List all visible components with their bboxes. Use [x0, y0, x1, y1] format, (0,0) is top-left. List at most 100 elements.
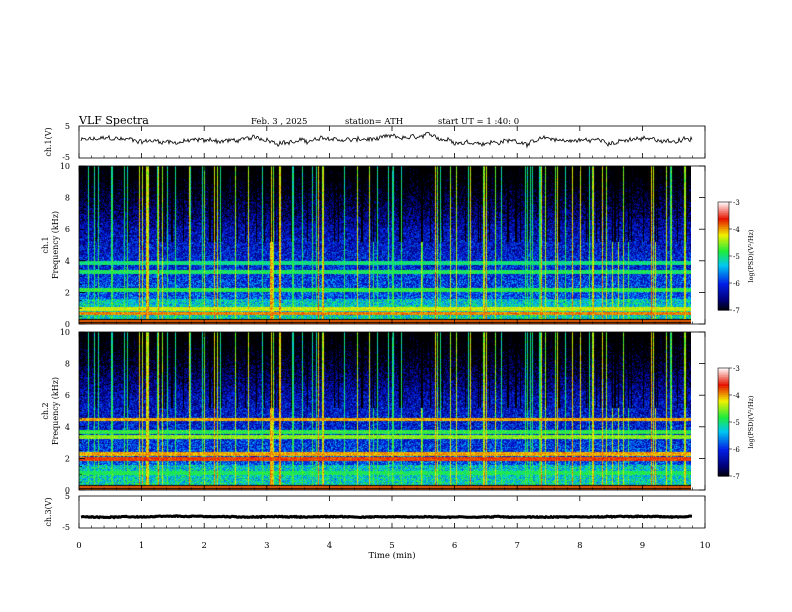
colorbar-swatch: [718, 456, 729, 459]
ch1-spectrogram-channel-label: ch.1: [41, 236, 50, 253]
ytick-label: 8: [65, 360, 70, 369]
ytick-label: 0: [65, 320, 70, 329]
time-axis-ticks: 0 1 2 3 4 5 6 7 8 9 10: [76, 126, 710, 551]
colorbar-swatch: [718, 212, 729, 216]
ch1-colorbar: -3 -4 -5 -6 -7 log(PSD)(V²/Hz): [717, 199, 755, 315]
colorbar-swatch: [718, 380, 729, 383]
colorbar-swatch: [718, 292, 729, 295]
colorbar-swatch: [718, 227, 729, 230]
colorbar-swatch: [718, 245, 729, 248]
colorbar-swatch: [718, 468, 729, 472]
colorbar-swatch: [718, 293, 729, 297]
colorbar-swatch: [718, 205, 729, 208]
colorbar-swatch: [718, 223, 729, 226]
ytick-label: 4: [65, 257, 70, 266]
colorbar-swatch: [718, 230, 729, 234]
colorbar-swatch: [718, 211, 729, 214]
colorbar-swatch: [718, 306, 729, 309]
colorbar-swatch: [718, 284, 729, 288]
colorbar-swatch: [718, 368, 729, 371]
colorbar-swatch: [718, 447, 729, 450]
xtick-label: 4: [327, 541, 332, 551]
colorbar-swatch: [718, 270, 729, 273]
colorbar-swatch: [718, 387, 729, 391]
colorbar-swatch: [718, 257, 729, 261]
colorbar-swatch: [718, 423, 729, 427]
colorbar-swatch: [718, 218, 729, 221]
colorbar-swatch: [718, 241, 729, 244]
colorbar-swatch: [718, 395, 729, 398]
time-axis-label: Time (min): [368, 550, 415, 561]
ch2-spectrogram-image: [79, 332, 691, 490]
ch3-ytick-top: 5: [65, 492, 70, 501]
colorbar-swatch: [718, 302, 729, 306]
colorbar-swatch: [718, 418, 729, 421]
colorbar-swatch: [718, 239, 729, 243]
colorbar-swatch: [718, 458, 729, 461]
colorbar-swatch: [718, 229, 729, 232]
colorbar-swatch: [718, 431, 729, 434]
colorbar-swatch: [718, 265, 729, 268]
colorbar-swatch: [718, 432, 729, 436]
ch3-ytick-bottom: -5: [62, 523, 70, 532]
ch3-waveform-panel: 5 -5 ch.3(V): [44, 492, 706, 532]
colorbar-swatch: [718, 277, 729, 280]
colorbar-swatch: [718, 461, 729, 464]
colorbar-swatch: [718, 445, 729, 448]
colorbar-swatch: [718, 286, 729, 289]
colorbar-swatch: [718, 279, 729, 282]
ch1-waveform-ylabel: ch.1(V): [44, 127, 53, 156]
colorbar-swatch: [718, 263, 729, 266]
ch1-spectrogram-ylabel: Frequency (kHz): [51, 211, 60, 279]
colorbar-swatch: [718, 256, 729, 259]
colorbar-swatch: [718, 438, 729, 441]
colorbar-swatch: [718, 377, 729, 380]
start-time-label: start UT = 1 :40: 0: [438, 117, 519, 127]
colorbar-swatch: [718, 274, 729, 277]
station-label: station= ATH: [345, 117, 403, 127]
colorbar-swatch: [718, 384, 729, 387]
ch2-spectrogram-ylabel: Frequency (kHz): [51, 377, 60, 445]
colorbar-swatch: [718, 299, 729, 302]
colorbar-swatch: [718, 474, 729, 477]
colorbar-swatch: [718, 398, 729, 401]
colorbar-swatch: [718, 382, 729, 385]
colorbar-swatch: [718, 450, 729, 454]
colorbar-swatch: [718, 209, 729, 212]
colorbar-swatch: [718, 369, 729, 373]
colorbar-tick-label: -6: [733, 280, 740, 288]
ch1-spectrogram-panel: 0 2 4 6 8 10 ch.1 Frequency (kHz): [41, 162, 706, 329]
ch1-ytick-bottom: -5: [62, 153, 70, 162]
ytick-label: 6: [65, 391, 70, 400]
colorbar-swatch: [718, 429, 729, 432]
colorbar-swatch: [718, 373, 729, 376]
colorbar-swatch: [718, 434, 729, 437]
colorbar-swatch: [718, 465, 729, 468]
colorbar-tick-label: -4: [733, 392, 740, 400]
colorbar-swatch: [718, 261, 729, 264]
colorbar-swatch: [718, 375, 729, 378]
colorbar-swatch: [718, 467, 729, 470]
ch2-spectrogram-panel: 0 2 4 6 8 10 ch.2 Frequency (kHz): [41, 328, 706, 495]
colorbar-swatch: [718, 402, 729, 405]
colorbar-swatch: [718, 272, 729, 275]
colorbar-swatch: [718, 470, 729, 473]
ch3-waveform-frame: [78, 495, 706, 529]
colorbar-swatch: [718, 425, 729, 428]
colorbar-swatch: [718, 416, 729, 419]
ch2-spectrogram-yticks: 0 2 4 6 8 10: [60, 328, 705, 495]
colorbar-swatch: [718, 216, 729, 219]
colorbar-swatch: [718, 232, 729, 235]
colorbar-swatch: [718, 454, 729, 457]
colorbar-swatch: [718, 441, 729, 445]
colorbar-swatch: [718, 396, 729, 400]
ch1-waveform-trace: [80, 131, 693, 149]
colorbar-swatch: [718, 283, 729, 286]
colorbar-swatch: [718, 295, 729, 298]
colorbar-swatch: [718, 290, 729, 293]
colorbar-swatch: [718, 436, 729, 439]
colorbar-tick-label: -3: [733, 199, 740, 207]
colorbar-swatch: [718, 304, 729, 307]
ytick-label: 10: [60, 328, 70, 337]
colorbar-swatch: [718, 389, 729, 392]
